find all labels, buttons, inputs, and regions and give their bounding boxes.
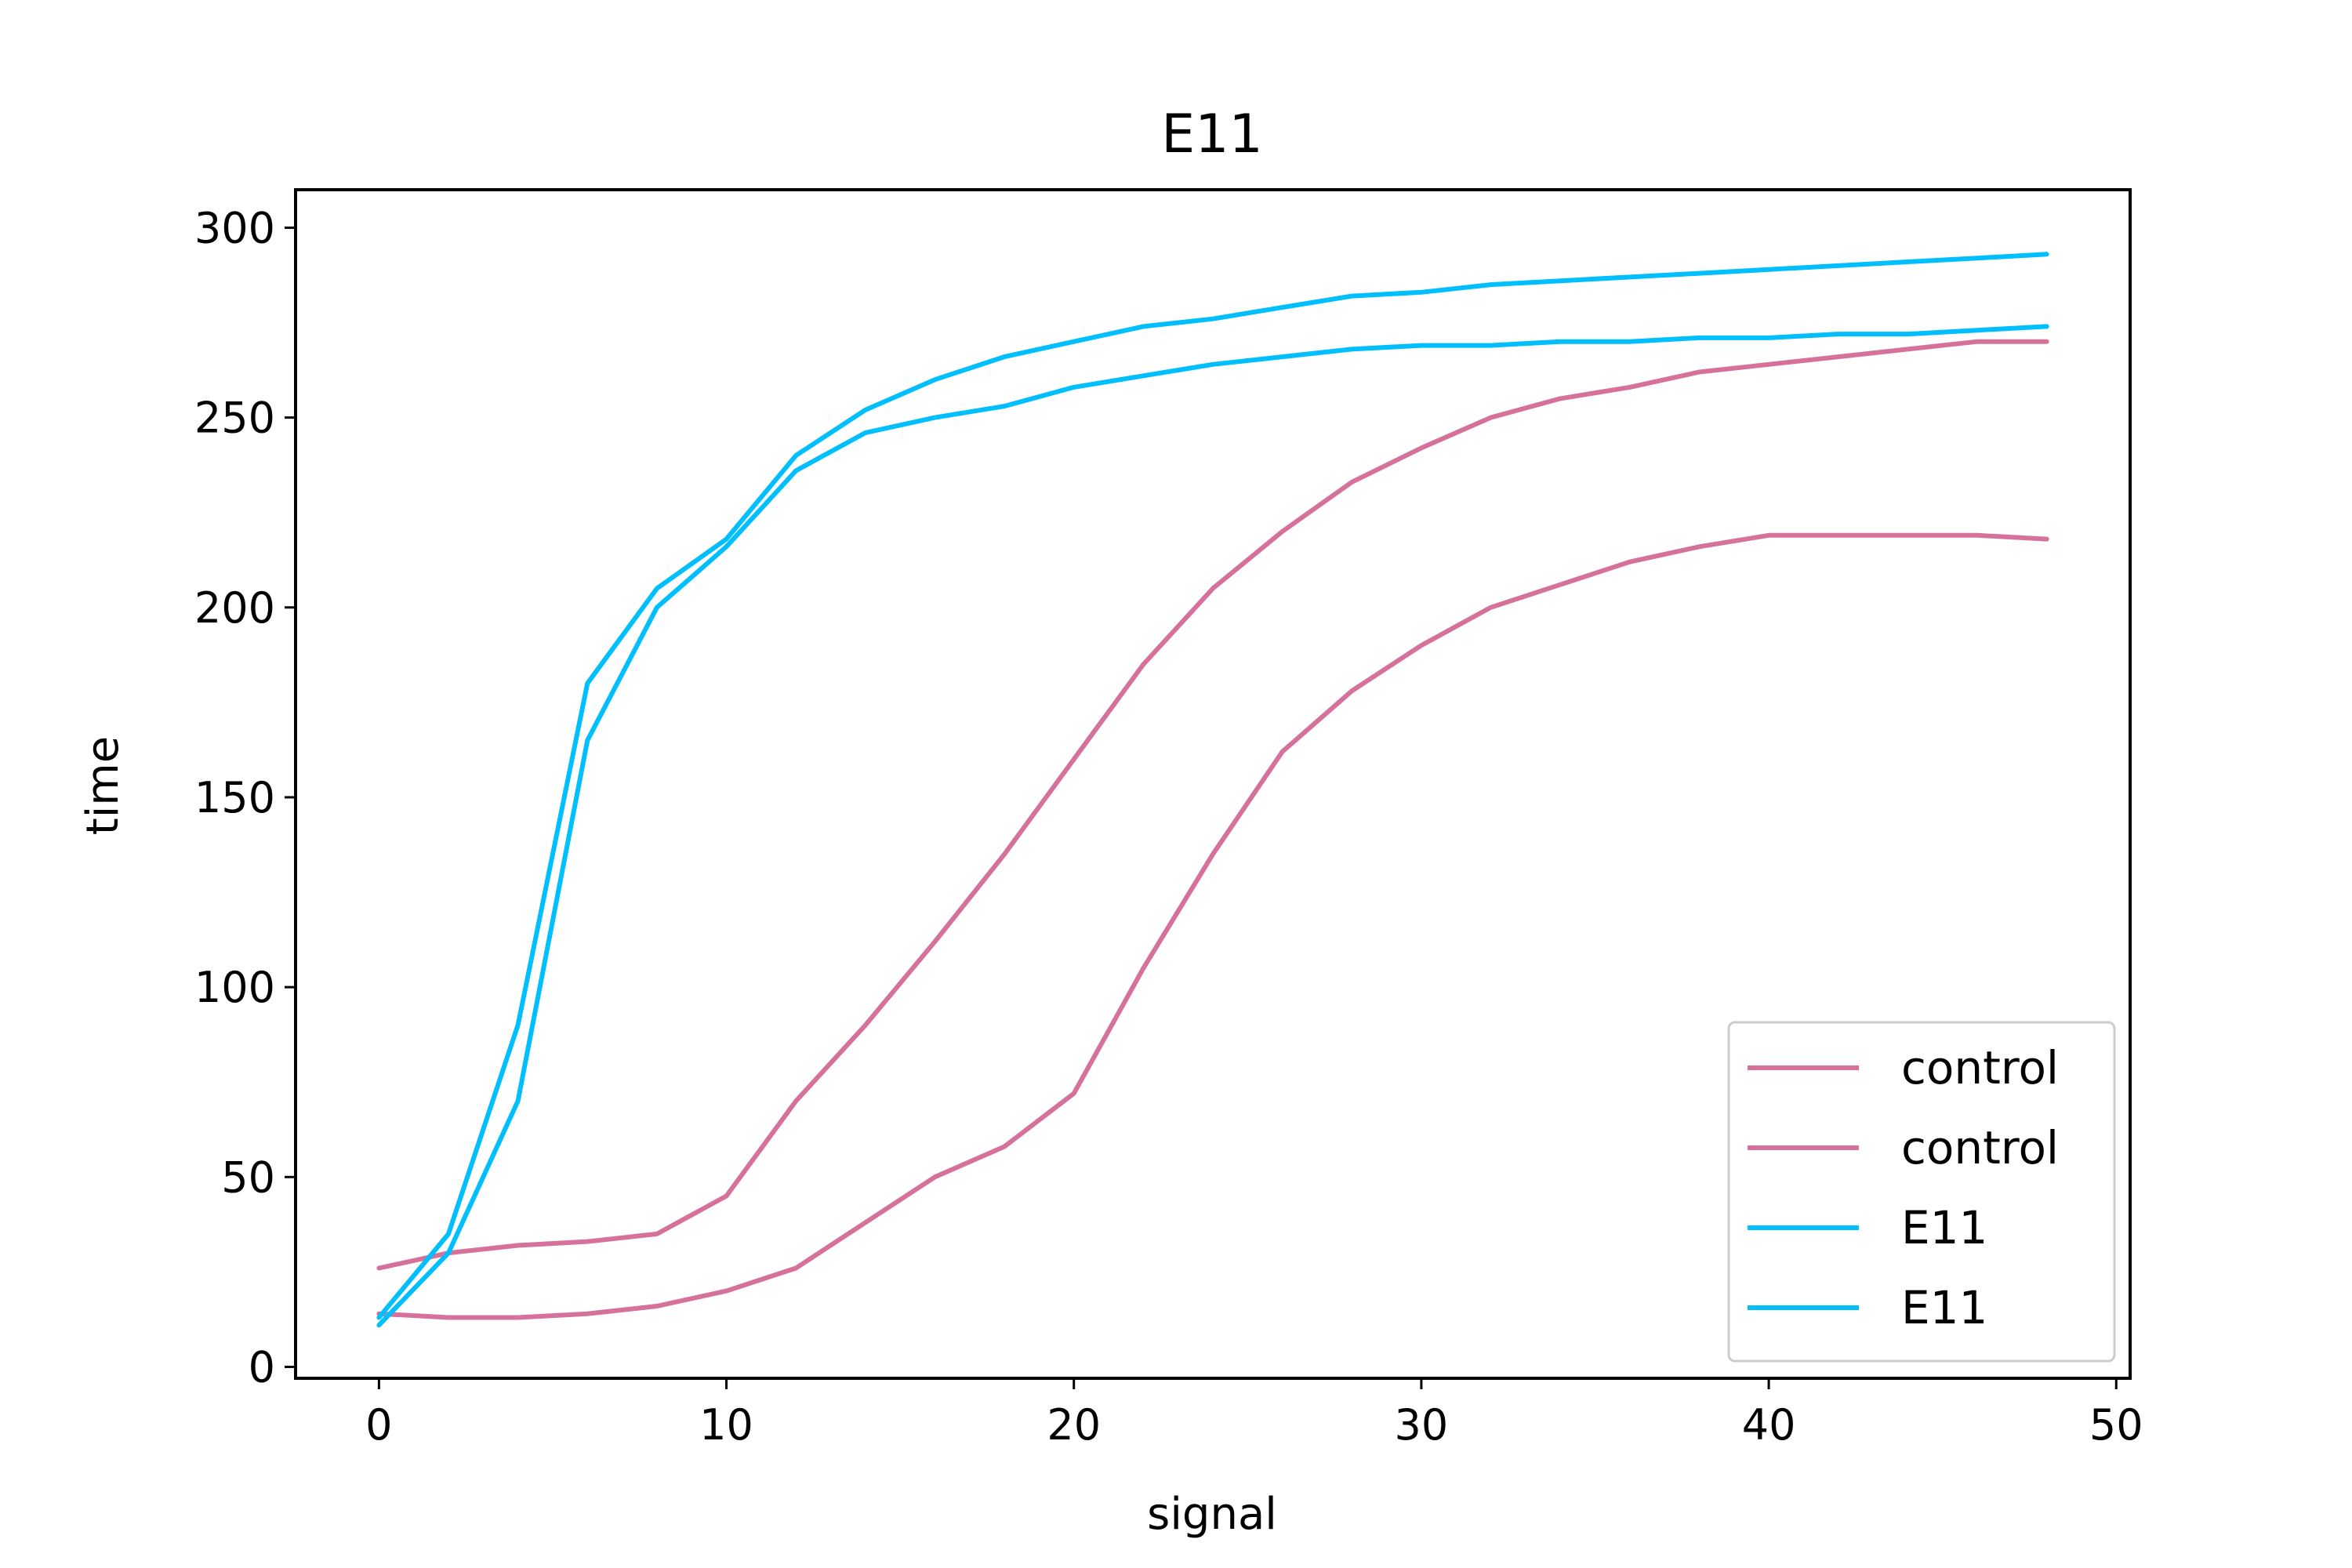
y-tick-label: 250 (194, 394, 275, 443)
x-tick-label: 30 (1395, 1400, 1449, 1450)
legend-label: E11 (1901, 1201, 1987, 1254)
chart-title: E11 (1161, 103, 1263, 165)
x-tick-label: 40 (1742, 1400, 1796, 1450)
legend: control control E11 E11 (1727, 1021, 2116, 1363)
plot-frame (294, 188, 2132, 1380)
legend-box (1727, 1021, 2116, 1363)
legend-label: control (1901, 1041, 2059, 1094)
y-tick-label: 150 (194, 773, 275, 822)
x-tick-label: 50 (2089, 1400, 2143, 1450)
x-axis-label: signal (1147, 1489, 1277, 1540)
y-tick-label: 100 (194, 963, 275, 1012)
y-tick-label: 300 (194, 203, 275, 252)
series-line-4 (376, 324, 2049, 1328)
x-axis: 0 10 20 30 40 50 (365, 1378, 2143, 1450)
series-line-1 (376, 339, 2049, 1271)
y-axis-label: time (78, 736, 129, 836)
x-tick-label: 0 (365, 1400, 392, 1450)
series-line-3 (376, 252, 2049, 1320)
legend-label: E11 (1901, 1281, 1987, 1334)
series-line-2 (376, 532, 2049, 1320)
y-tick-label: 50 (221, 1152, 275, 1202)
series-layer (376, 252, 2049, 1328)
x-tick-label: 10 (699, 1400, 753, 1450)
x-tick-label: 20 (1047, 1400, 1101, 1450)
y-tick-label: 0 (249, 1342, 275, 1392)
legend-label: control (1901, 1121, 2059, 1174)
y-tick-label: 200 (194, 583, 275, 633)
y-axis: 0 50 100 150 200 250 300 (194, 203, 296, 1392)
